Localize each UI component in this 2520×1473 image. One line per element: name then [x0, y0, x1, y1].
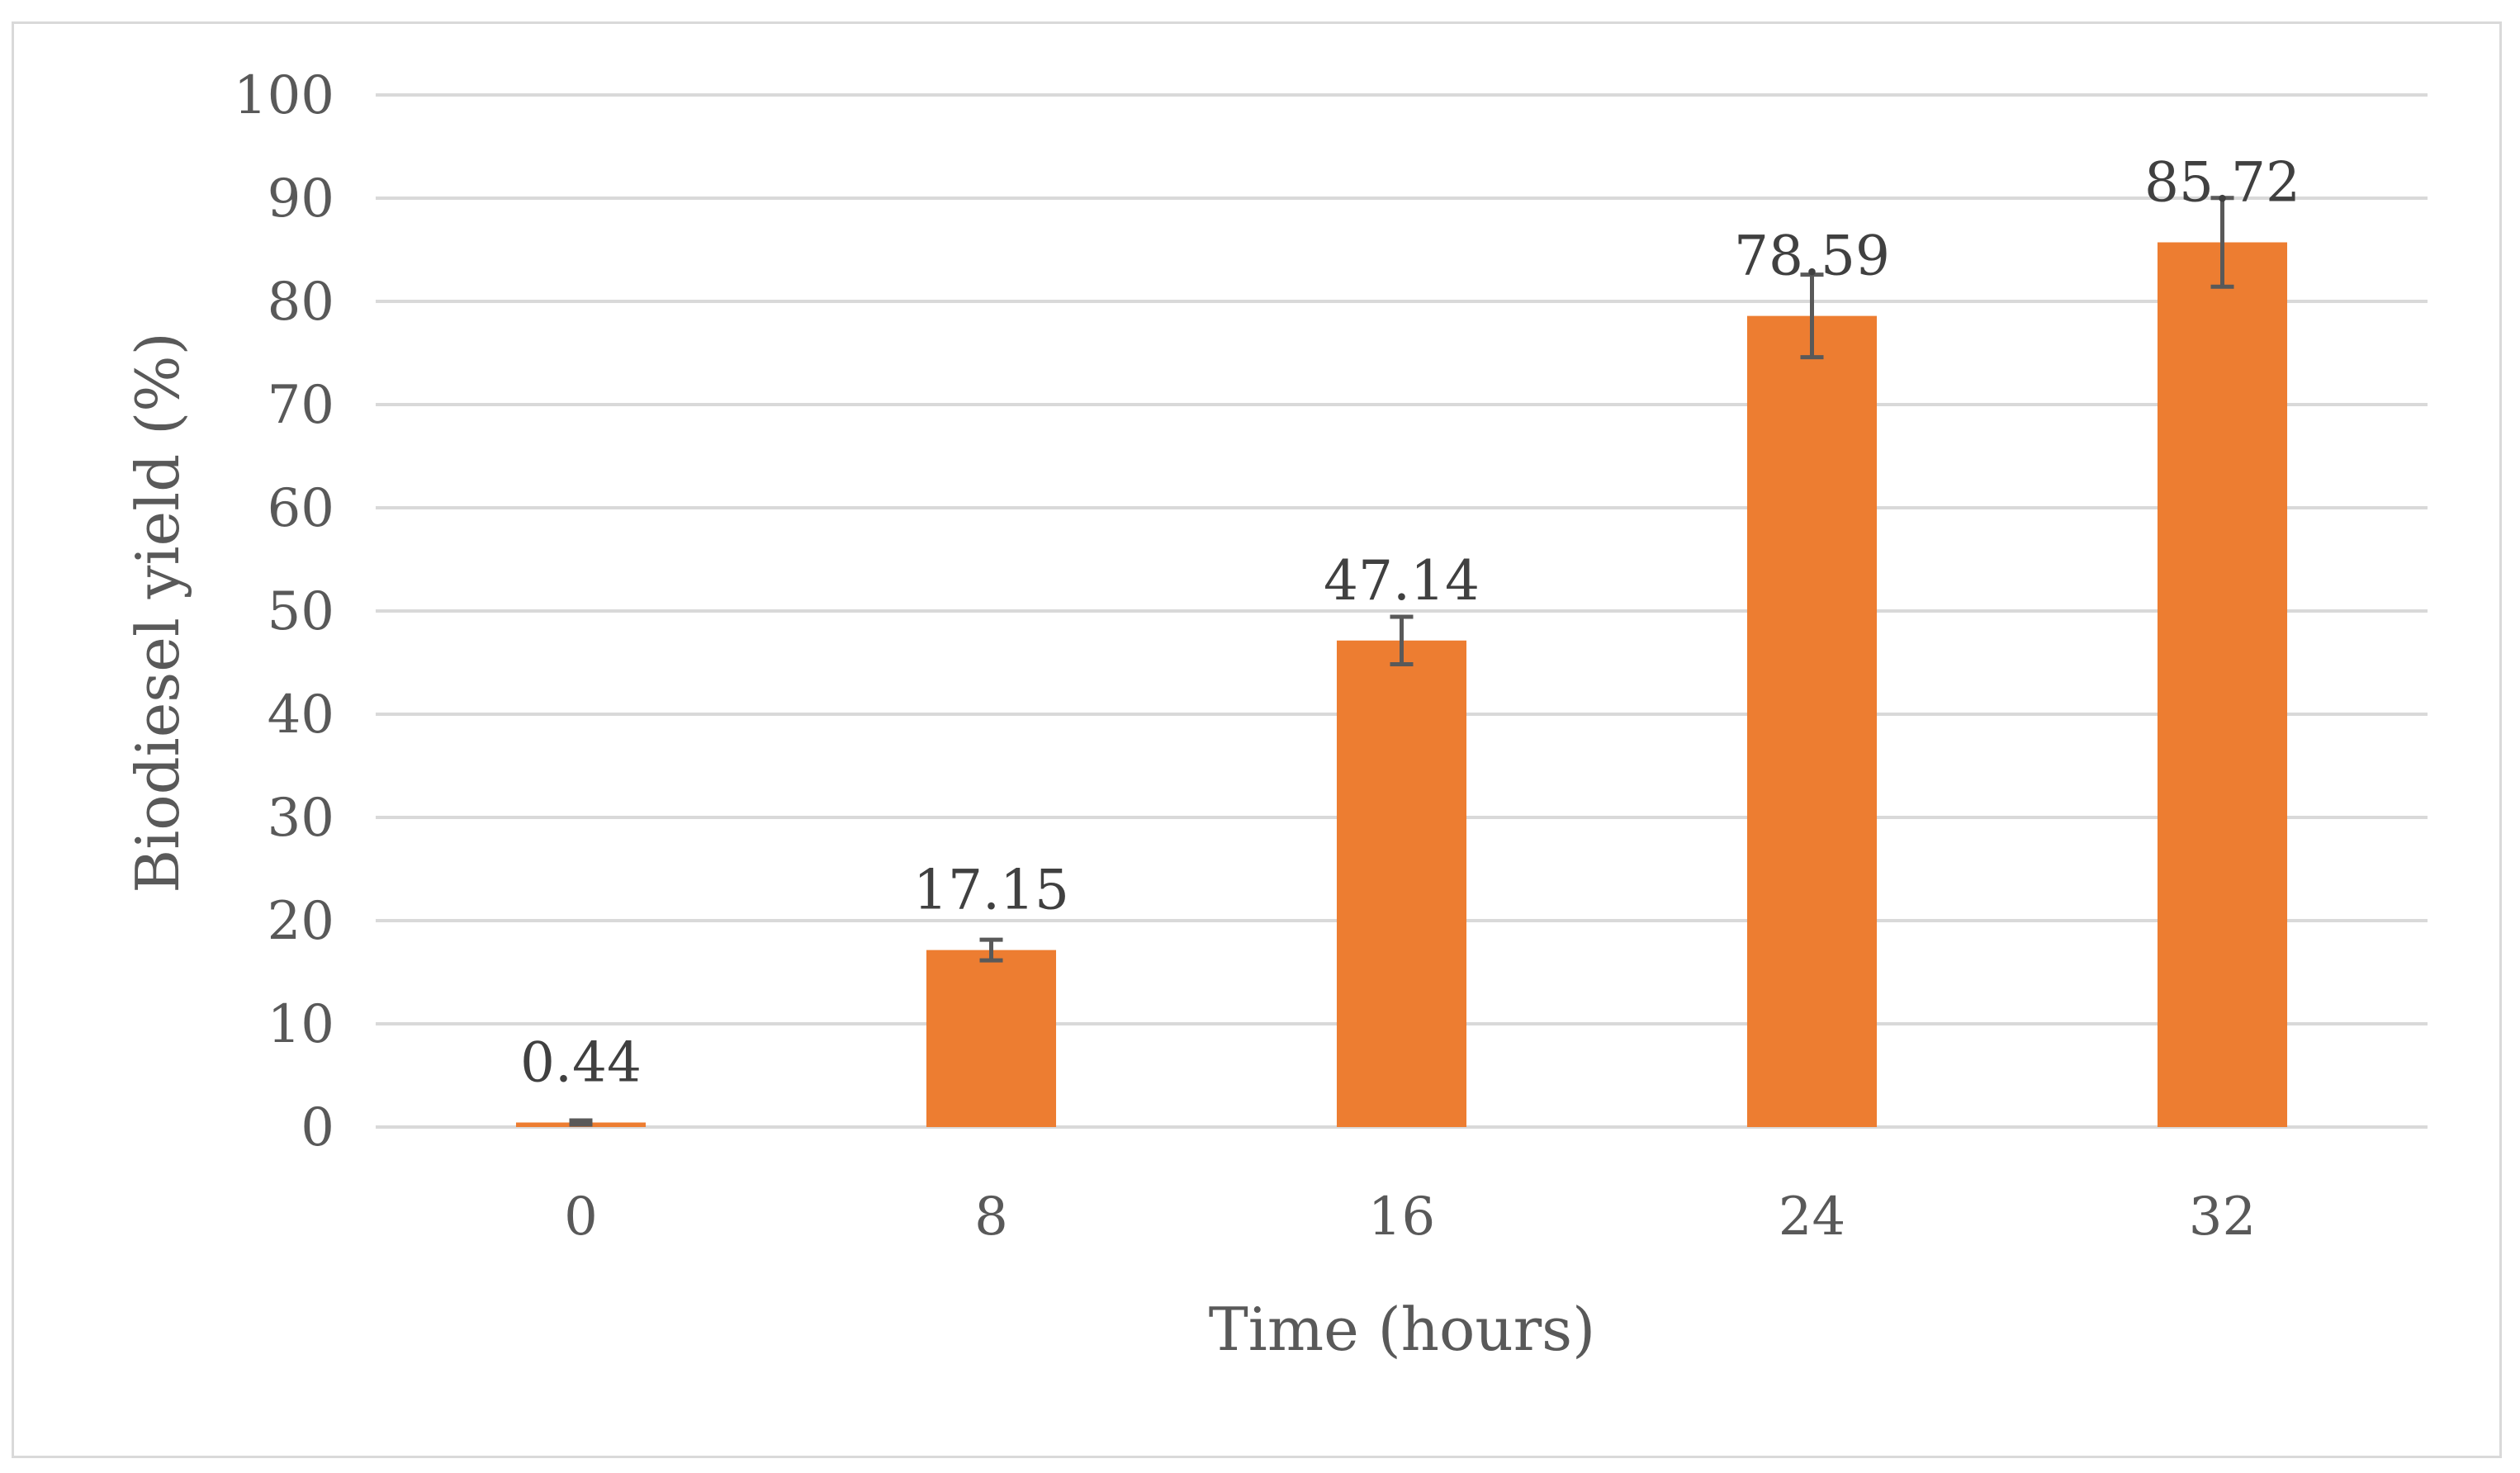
data-label-8: 17.15	[913, 859, 1069, 922]
x-tick-label: 8	[974, 1186, 1008, 1248]
data-labels: 0.44 17.15 47.14 78.59 85.72	[520, 151, 2300, 1095]
error-bar-32	[2210, 196, 2234, 289]
chart-frame	[12, 21, 2502, 1458]
y-tick-label: 100	[234, 65, 334, 126]
data-label-16: 47.14	[1324, 549, 1480, 613]
bar-8	[926, 950, 1057, 1127]
error-bars	[569, 196, 2234, 1127]
y-tick-label: 40	[268, 684, 334, 746]
bars	[515, 242, 2288, 1127]
x-axis-title: Time (hours)	[1209, 1295, 1595, 1364]
x-tick-label: 32	[2189, 1186, 2256, 1248]
x-axis-ticks: 0 8 16 24 32	[564, 1186, 2256, 1248]
x-tick-label: 0	[564, 1186, 598, 1248]
y-axis-ticks: 0 10 20 30 40 50 60 70 80 90 100	[234, 65, 334, 1158]
y-tick-label: 60	[268, 478, 334, 539]
error-bar-8	[979, 937, 1003, 963]
y-tick-label: 20	[268, 891, 334, 952]
y-axis-title: Biodiesel yield (%)	[123, 332, 192, 893]
gridlines	[376, 93, 2428, 1129]
y-tick-label: 10	[268, 994, 334, 1055]
error-bar-0	[569, 1118, 593, 1127]
data-label-32: 85.72	[2144, 151, 2300, 215]
x-tick-label: 16	[1368, 1186, 1435, 1248]
data-label-24: 78.59	[1734, 225, 1890, 288]
error-bar-16	[1390, 614, 1414, 666]
x-tick-label: 24	[1779, 1186, 1845, 1248]
bar-24	[1746, 315, 1878, 1127]
y-tick-label: 0	[301, 1097, 334, 1158]
bar-16	[1336, 640, 1467, 1127]
y-tick-label: 50	[268, 581, 334, 642]
error-bar-24	[1800, 272, 1824, 360]
bar-32	[2157, 242, 2288, 1127]
y-tick-label: 70	[268, 375, 334, 436]
y-tick-label: 90	[268, 168, 334, 230]
y-tick-label: 30	[268, 788, 334, 849]
y-tick-label: 80	[268, 272, 334, 333]
data-label-0: 0.44	[520, 1031, 642, 1095]
